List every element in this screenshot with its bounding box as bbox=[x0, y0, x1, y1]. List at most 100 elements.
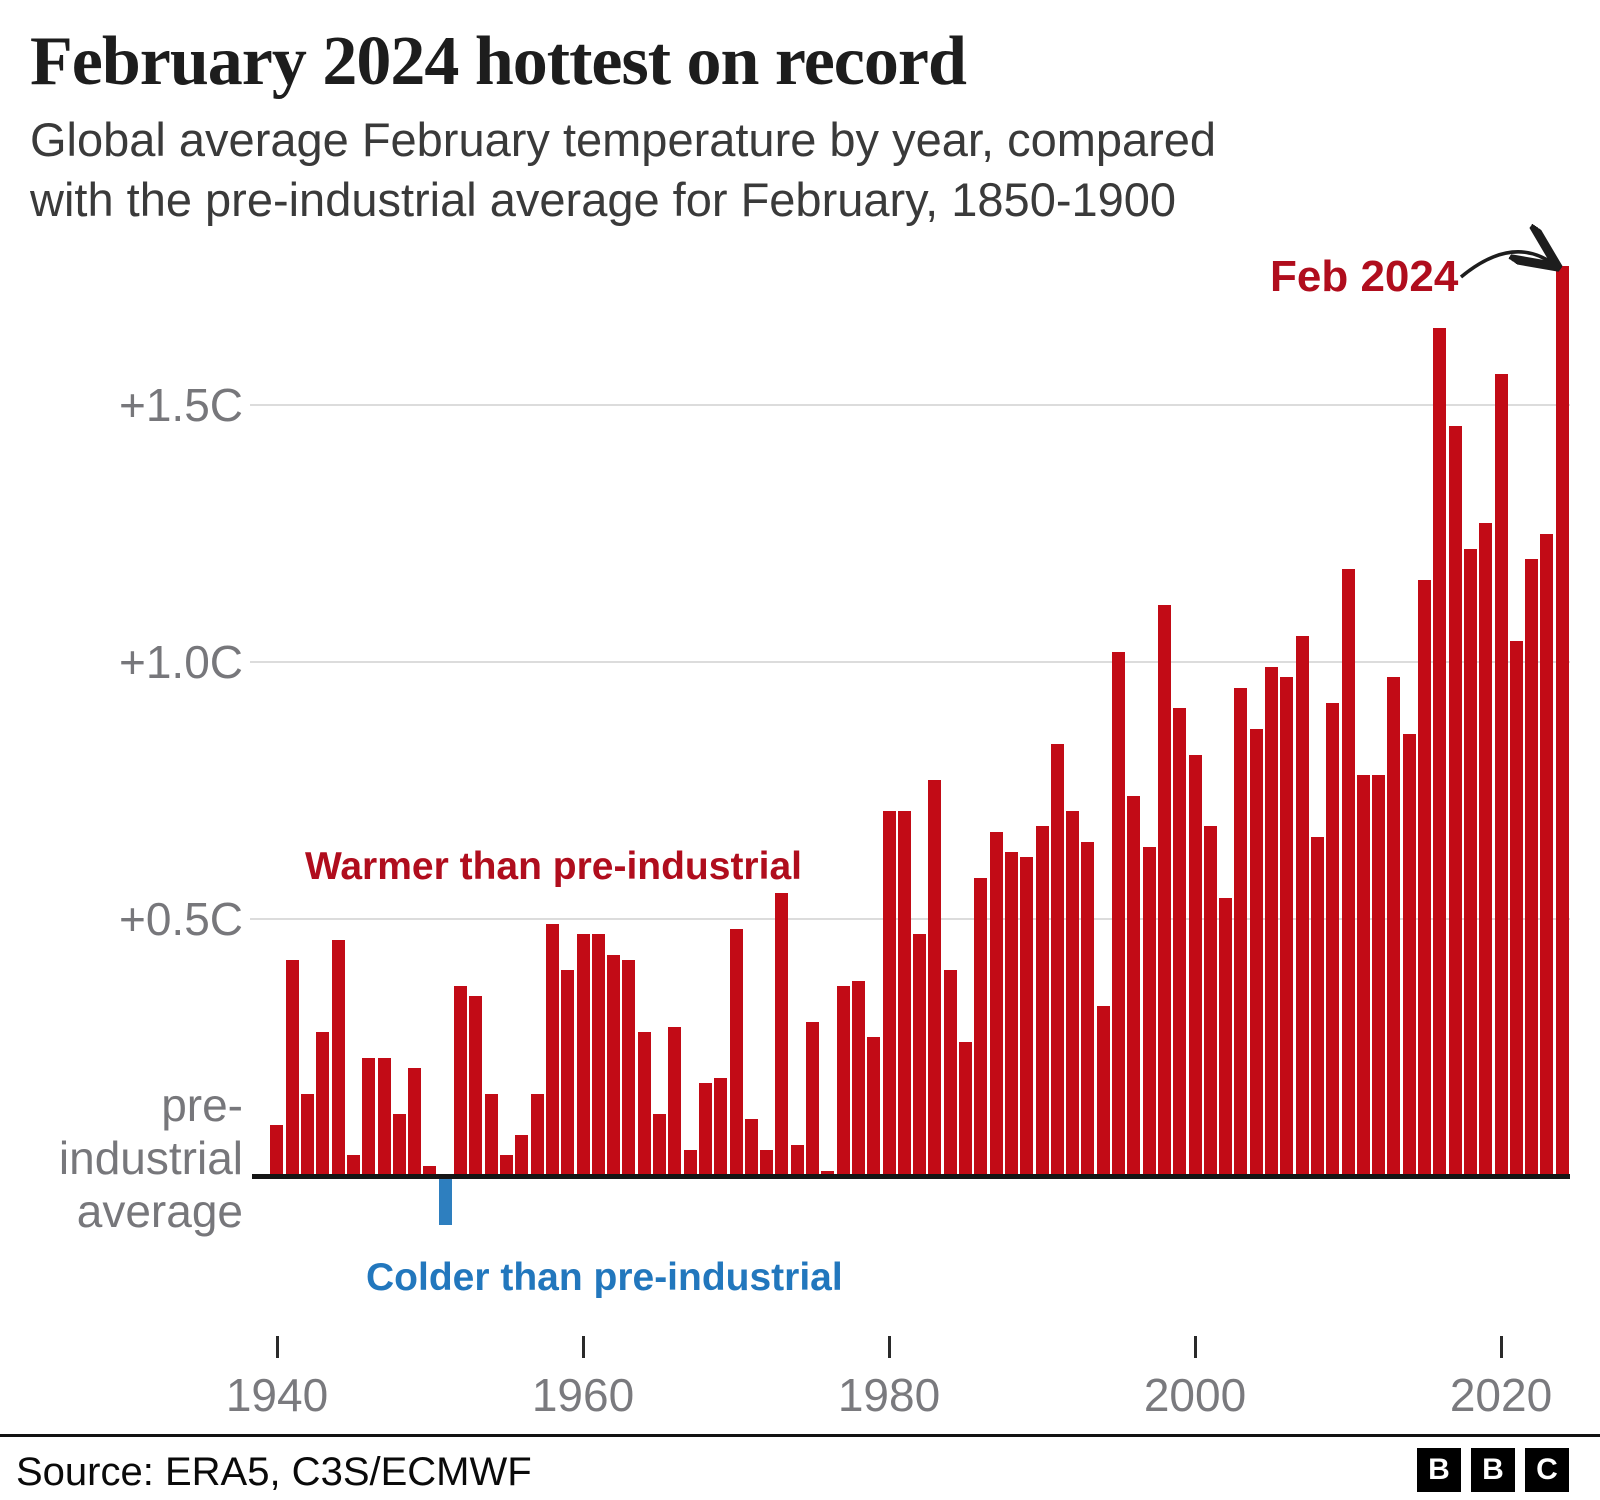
bar-1970 bbox=[729, 929, 743, 1176]
bar-1996 bbox=[1127, 796, 1141, 1176]
bar-1978 bbox=[851, 981, 865, 1176]
bar-2020 bbox=[1494, 374, 1508, 1176]
bar-2022 bbox=[1525, 559, 1539, 1176]
bar-1989 bbox=[1020, 857, 1034, 1176]
bar-2002 bbox=[1219, 898, 1233, 1176]
bar-2019 bbox=[1479, 523, 1493, 1176]
bar-1964 bbox=[637, 1032, 651, 1176]
bar-2004 bbox=[1249, 729, 1263, 1176]
bar-1997 bbox=[1142, 847, 1156, 1176]
bar-2000 bbox=[1188, 755, 1202, 1176]
bar-1941 bbox=[285, 960, 299, 1176]
bar-2008 bbox=[1310, 837, 1324, 1176]
bar-1994 bbox=[1096, 1006, 1110, 1176]
x-tick-2000 bbox=[1194, 1336, 1197, 1358]
x-tick-label-1980: 1980 bbox=[837, 1369, 941, 1421]
bar-1986 bbox=[974, 878, 988, 1176]
bar-1959 bbox=[561, 970, 575, 1176]
bar-2001 bbox=[1203, 826, 1217, 1176]
bar-1980 bbox=[882, 811, 896, 1176]
bar-2005 bbox=[1265, 667, 1279, 1176]
footer-divider bbox=[0, 1434, 1600, 1437]
bar-1985 bbox=[959, 1042, 973, 1176]
x-tick-1960 bbox=[582, 1336, 585, 1358]
bar-1957 bbox=[530, 1094, 544, 1176]
bar-2016 bbox=[1433, 328, 1447, 1176]
bar-2009 bbox=[1326, 703, 1340, 1176]
bar-1965 bbox=[653, 1114, 667, 1176]
zero-label-line-2: industrial bbox=[58, 1132, 243, 1184]
bar-1946 bbox=[362, 1058, 376, 1176]
x-tick-label-2000: 2000 bbox=[1143, 1369, 1247, 1421]
bar-1961 bbox=[591, 934, 605, 1176]
bbc-logo-block-3: C bbox=[1525, 1448, 1569, 1492]
bar-2007 bbox=[1295, 636, 1309, 1176]
bar-1960 bbox=[576, 934, 590, 1176]
bar-2013 bbox=[1387, 677, 1401, 1176]
chart-subtitle: Global average February temperature by y… bbox=[30, 110, 1216, 230]
x-tick-2020 bbox=[1500, 1336, 1503, 1358]
bar-2003 bbox=[1234, 688, 1248, 1176]
bar-2012 bbox=[1372, 775, 1386, 1176]
x-tick-label-1960: 1960 bbox=[531, 1369, 635, 1421]
y-tick-label-+1.5C: +1.5C bbox=[118, 379, 243, 431]
bbc-logo-block-1: B bbox=[1417, 1448, 1461, 1492]
bar-1943 bbox=[316, 1032, 330, 1176]
bar-2011 bbox=[1356, 775, 1370, 1176]
bar-1993 bbox=[1081, 842, 1095, 1176]
bar-2014 bbox=[1402, 734, 1416, 1176]
bar-1975 bbox=[806, 1022, 820, 1176]
bar-1981 bbox=[897, 811, 911, 1176]
subtitle-line-1: Global average February temperature by y… bbox=[30, 113, 1217, 166]
y-tick-label-+1.0C: +1.0C bbox=[118, 636, 243, 688]
bar-1950 bbox=[423, 1166, 437, 1176]
bar-1991 bbox=[1050, 744, 1064, 1176]
x-tick-1940 bbox=[276, 1336, 279, 1358]
bar-1977 bbox=[836, 986, 850, 1176]
source-credit: Source: ERA5, C3S/ECMWF bbox=[16, 1450, 532, 1494]
bar-1969 bbox=[714, 1078, 728, 1176]
bar-2017 bbox=[1448, 426, 1462, 1176]
bar-1963 bbox=[622, 960, 636, 1176]
x-tick-label-1940: 1940 bbox=[225, 1369, 329, 1421]
bar-2010 bbox=[1341, 569, 1355, 1176]
bar-1995 bbox=[1112, 652, 1126, 1176]
feb-2024-annotation: Feb 2024 bbox=[1270, 252, 1459, 301]
bar-1944 bbox=[331, 940, 345, 1176]
bar-1962 bbox=[607, 955, 621, 1176]
bar-1987 bbox=[989, 832, 1003, 1176]
bar-1945 bbox=[346, 1155, 360, 1176]
bar-1956 bbox=[515, 1135, 529, 1176]
bar-1972 bbox=[760, 1150, 774, 1176]
bar-1966 bbox=[668, 1027, 682, 1176]
bar-1973 bbox=[775, 893, 789, 1176]
bar-2018 bbox=[1463, 549, 1477, 1176]
colder-annotation: Colder than pre-industrial bbox=[366, 1256, 843, 1299]
x-axis-baseline bbox=[252, 1174, 1570, 1179]
bar-1955 bbox=[499, 1155, 513, 1176]
bar-1999 bbox=[1173, 708, 1187, 1176]
bar-1998 bbox=[1157, 605, 1171, 1176]
bar-1949 bbox=[408, 1068, 422, 1176]
bar-1958 bbox=[545, 924, 559, 1176]
bar-1968 bbox=[698, 1083, 712, 1176]
bar-1982 bbox=[913, 934, 927, 1176]
bar-1951 bbox=[438, 1179, 452, 1225]
bar-1971 bbox=[744, 1119, 758, 1176]
bar-2023 bbox=[1540, 534, 1554, 1177]
bar-1948 bbox=[392, 1114, 406, 1176]
bar-1953 bbox=[469, 996, 483, 1176]
bar-2021 bbox=[1509, 641, 1523, 1176]
bar-1940 bbox=[270, 1125, 284, 1176]
bar-2015 bbox=[1418, 580, 1432, 1176]
page-title: February 2024 hottest on record bbox=[30, 23, 967, 100]
bar-1992 bbox=[1066, 811, 1080, 1176]
bar-1942 bbox=[301, 1094, 315, 1176]
bar-1947 bbox=[377, 1058, 391, 1176]
gridline-+1.0C bbox=[250, 661, 1570, 663]
bar-1954 bbox=[484, 1094, 498, 1176]
bar-1974 bbox=[790, 1145, 804, 1176]
bbc-logo-block-2: B bbox=[1471, 1448, 1515, 1492]
